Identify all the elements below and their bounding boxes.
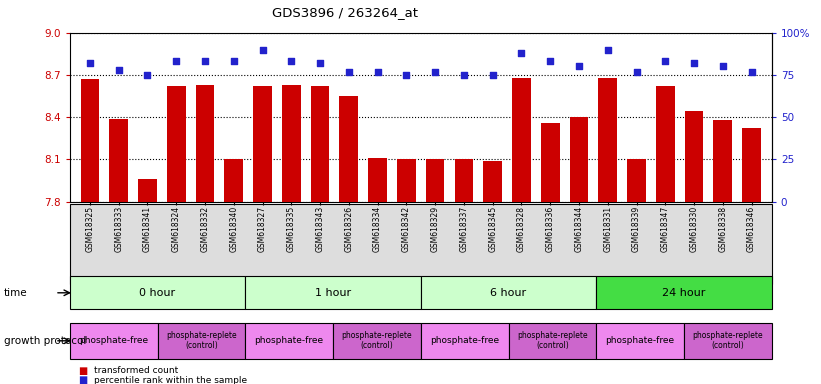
Bar <box>224 159 243 202</box>
Text: ■: ■ <box>78 375 87 384</box>
Point <box>84 60 97 66</box>
Point <box>544 58 557 65</box>
Bar <box>138 179 157 202</box>
Bar <box>627 159 646 202</box>
Bar <box>195 85 214 202</box>
Point <box>227 58 241 65</box>
Bar <box>310 86 329 202</box>
Bar <box>426 159 444 202</box>
Bar <box>484 161 502 202</box>
Text: phosphate-replete
(control): phosphate-replete (control) <box>693 331 764 350</box>
Bar <box>109 119 128 202</box>
Text: 1 hour: 1 hour <box>315 288 351 298</box>
Bar <box>742 128 761 202</box>
Text: phosphate-free: phosphate-free <box>255 336 323 345</box>
Point <box>745 68 758 74</box>
Point <box>429 68 442 74</box>
Text: GDS3896 / 263264_at: GDS3896 / 263264_at <box>272 6 418 19</box>
Text: 6 hour: 6 hour <box>490 288 526 298</box>
Bar <box>656 86 675 202</box>
Point <box>141 72 154 78</box>
Text: ■: ■ <box>78 366 87 376</box>
Point <box>342 68 355 74</box>
Text: 24 hour: 24 hour <box>663 288 706 298</box>
Bar <box>685 111 704 202</box>
Point <box>112 67 126 73</box>
Point <box>658 58 672 65</box>
Point <box>314 60 327 66</box>
Text: phosphate-replete
(control): phosphate-replete (control) <box>342 331 412 350</box>
Text: phosphate-free: phosphate-free <box>606 336 675 345</box>
Text: phosphate-free: phosphate-free <box>430 336 499 345</box>
Point <box>199 58 212 65</box>
Point <box>457 72 470 78</box>
Text: percentile rank within the sample: percentile rank within the sample <box>94 376 248 384</box>
Point <box>371 68 384 74</box>
Point <box>285 58 298 65</box>
Text: phosphate-replete
(control): phosphate-replete (control) <box>166 331 236 350</box>
Bar <box>455 159 473 202</box>
Point <box>256 46 269 53</box>
Point <box>170 58 183 65</box>
Bar <box>541 123 560 202</box>
Bar <box>80 79 99 202</box>
Bar <box>253 86 272 202</box>
Point <box>486 72 499 78</box>
Bar <box>713 120 732 202</box>
Text: transformed count: transformed count <box>94 366 179 375</box>
Bar <box>369 158 387 202</box>
Point <box>630 68 643 74</box>
Point <box>400 72 413 78</box>
Text: 0 hour: 0 hour <box>140 288 176 298</box>
Bar <box>282 85 300 202</box>
Bar <box>570 117 589 202</box>
Point <box>716 63 729 70</box>
Text: time: time <box>4 288 28 298</box>
Point <box>601 46 614 53</box>
Bar <box>397 159 415 202</box>
Point <box>515 50 528 56</box>
Text: phosphate-free: phosphate-free <box>79 336 149 345</box>
Bar <box>340 96 358 202</box>
Text: growth protocol: growth protocol <box>4 336 86 346</box>
Point <box>687 60 700 66</box>
Point <box>572 63 585 70</box>
Bar <box>599 78 617 202</box>
Bar <box>512 78 531 202</box>
Bar <box>167 86 186 202</box>
Text: phosphate-replete
(control): phosphate-replete (control) <box>517 331 588 350</box>
